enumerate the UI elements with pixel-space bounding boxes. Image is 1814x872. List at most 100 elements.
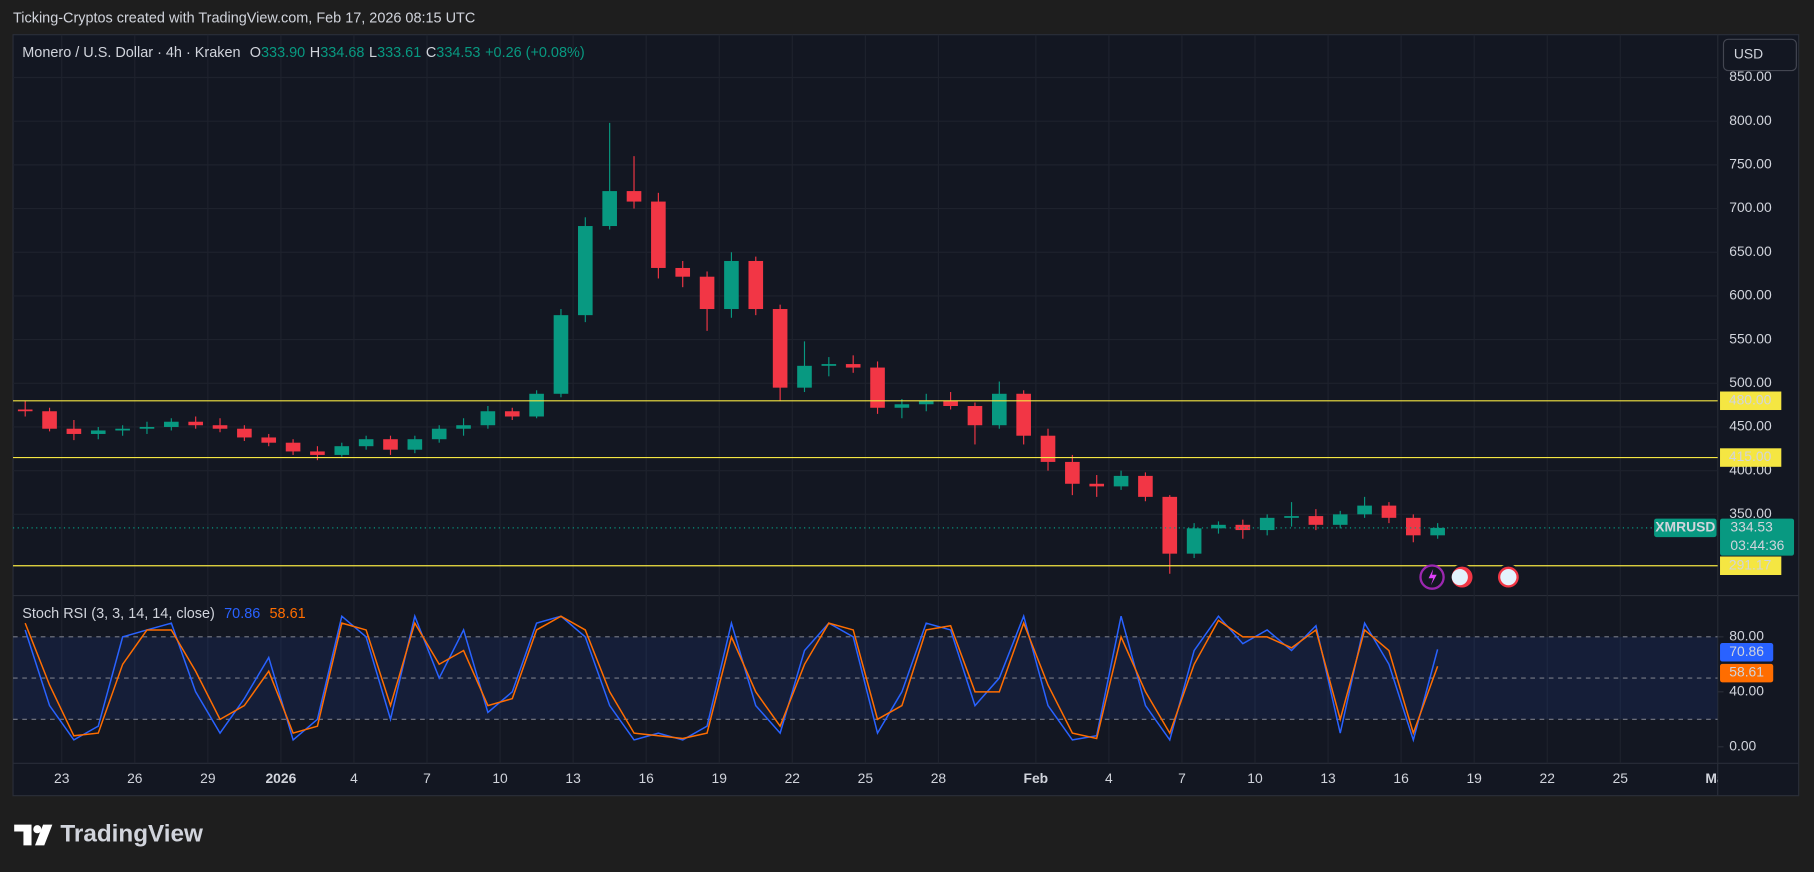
candle-body — [1308, 516, 1324, 525]
candle-body — [1113, 475, 1129, 487]
candle-body — [1211, 524, 1226, 529]
price-badge — [1720, 518, 1795, 556]
level-badge — [1720, 556, 1782, 575]
candle-body — [772, 309, 788, 388]
candle-body — [1405, 517, 1421, 536]
x-tick-label: 13 — [565, 770, 581, 786]
candle-body — [358, 439, 374, 447]
event-icon-bolt — [1428, 568, 1437, 586]
event-flag — [1451, 568, 1468, 586]
ohlc-value: 333.90 — [261, 45, 305, 61]
x-tick-label: 22 — [1540, 770, 1556, 786]
x-tick-label: 4 — [1105, 770, 1113, 786]
candle-body — [17, 409, 33, 412]
x-tick-label: 16 — [638, 770, 654, 786]
x-tick-label: 25 — [858, 770, 874, 786]
price-label: 334.53 — [1730, 519, 1773, 535]
stoch-line — [24, 613, 1439, 743]
x-tick-label: 23 — [54, 770, 70, 786]
candle-body — [797, 365, 812, 388]
candle-body — [285, 442, 301, 452]
candle-body — [845, 364, 861, 368]
chart-panel — [12, 34, 1800, 797]
candle-body — [699, 276, 715, 310]
candle-body — [1235, 524, 1251, 531]
y-tick-label: 500.00 — [1729, 374, 1772, 390]
candle-body — [967, 406, 983, 426]
candle-body — [407, 439, 423, 450]
candle-body — [1284, 516, 1299, 518]
candle-body — [383, 439, 398, 450]
candle-body — [1259, 517, 1275, 531]
candle-body — [651, 201, 666, 268]
candle-body — [1162, 496, 1178, 554]
candle-body — [480, 411, 496, 426]
x-tick-label: 7 — [1178, 770, 1186, 786]
candle-body — [1357, 505, 1372, 515]
y-tick-label: 650.00 — [1729, 243, 1772, 259]
ohlc-value: 334.53 — [436, 45, 480, 61]
candle-body — [1381, 505, 1397, 518]
candle-body — [139, 426, 155, 429]
candle-body — [90, 430, 106, 434]
value-badge — [1720, 643, 1774, 662]
ohlc-key: L — [369, 45, 377, 61]
candle-body — [1089, 483, 1105, 487]
logo-mark — [14, 824, 32, 846]
candle-body — [188, 421, 203, 426]
x-tick-label: 7 — [423, 770, 431, 786]
candle-body — [1065, 461, 1080, 484]
price-legend: Monero / U.S. Dollar · 4h · Kraken O333.9… — [22, 45, 584, 61]
x-tick-label: 26 — [127, 770, 143, 786]
candle-body — [918, 400, 934, 405]
x-tick-label: 19 — [1466, 770, 1482, 786]
change-value: +0.26 (+0.08%) — [485, 45, 585, 61]
ohlc-value: 334.68 — [320, 45, 364, 61]
candle-body — [504, 411, 520, 417]
x-tick-label: 29 — [200, 770, 216, 786]
candle-body — [943, 400, 958, 407]
logo: TradingView — [14, 820, 203, 847]
y-tick-label: 40.00 — [1729, 682, 1764, 698]
level-label: 415.00 — [1729, 448, 1772, 464]
level-badge — [1720, 391, 1782, 411]
candle-body — [1016, 393, 1031, 436]
candle-body — [1430, 527, 1445, 536]
y-tick-label: 450.00 — [1729, 418, 1772, 434]
time-axis: 23 26 29 2026 4 7 10 13 16 19 22 25 28 Feb 4 7 10 13 16 19 2… — [54, 770, 1718, 786]
candle-body — [261, 437, 277, 443]
stoch-line — [24, 615, 1439, 740]
candle-body — [212, 425, 228, 429]
y-tick-label: 800.00 — [1729, 112, 1772, 128]
price-pane — [13, 34, 1718, 596]
x-tick-label: 10 — [1247, 770, 1263, 786]
candle-body — [334, 446, 350, 455]
event-flag — [1500, 568, 1517, 586]
symbol-badge — [1654, 518, 1717, 538]
chart-layer: 23 26 29 2026 4 7 10 13 16 19 22 25 28 Feb 4 7 10 13 16 19 2… — [13, 34, 1795, 786]
level-label: 291.17 — [1729, 556, 1772, 572]
candle-body — [164, 421, 179, 427]
candle-body — [1040, 435, 1056, 462]
ohlc-key: H — [310, 45, 320, 61]
y-tick-label: 850.00 — [1729, 68, 1772, 84]
stoch-pane — [13, 595, 1718, 764]
currency-button[interactable] — [1722, 38, 1797, 72]
indicator-title: Stoch RSI (3, 3, 14, 14, close) — [22, 606, 215, 622]
x-tick-label: 4 — [350, 770, 358, 786]
x-tick-label: 2026 — [265, 770, 296, 786]
y-tick-label: 80.00 — [1729, 627, 1764, 643]
candle-body — [115, 428, 130, 431]
candle-body — [529, 393, 544, 417]
candle-body — [675, 267, 691, 277]
candle-body — [602, 191, 617, 227]
indicator-value: 70.86 — [224, 606, 260, 622]
x-tick-label: 22 — [785, 770, 801, 786]
event-icons — [1419, 564, 1522, 590]
candle-body — [626, 191, 642, 202]
value-badge — [1720, 663, 1774, 683]
candle-body — [1186, 528, 1202, 554]
logo-text: TradingView — [60, 820, 203, 847]
